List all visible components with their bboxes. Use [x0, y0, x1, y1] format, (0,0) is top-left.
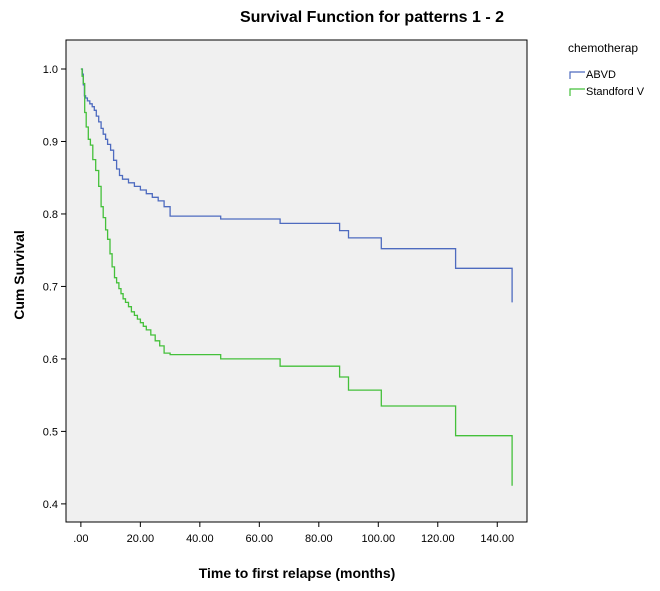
x-tick-label: 80.00 — [305, 533, 333, 545]
y-axis: 0.4 0.5 0.6 0.7 0.8 0.9 1.0 — [43, 64, 66, 511]
chart-title: Survival Function for patterns 1 - 2 — [240, 9, 504, 26]
legend-title: chemotherap — [568, 41, 638, 55]
series-layer — [80, 68, 513, 486]
legend-swatch — [569, 88, 585, 96]
y-axis-title: Cum Survival — [11, 230, 27, 319]
legend-label: ABVD — [586, 69, 616, 81]
x-tick-label: 40.00 — [186, 533, 214, 545]
x-tick-label: 100.00 — [361, 533, 395, 545]
legend-label: Standford V — [586, 86, 645, 98]
x-axis-title: Time to first relapse (months) — [199, 565, 396, 581]
y-tick-label: 0.5 — [43, 426, 58, 438]
x-tick-label: 20.00 — [127, 533, 155, 545]
survival-curve-1 — [80, 68, 513, 303]
x-tick-label: .00 — [73, 533, 88, 545]
x-tick-label: 60.00 — [246, 533, 274, 545]
survival-curve-2 — [80, 68, 513, 486]
x-axis: .00 20.00 40.00 60.00 80.00 100.00 120.00 140.0… — [73, 522, 514, 545]
y-tick-label: 1.0 — [43, 64, 58, 76]
x-tick-label: 120.00 — [421, 533, 455, 545]
legend: ABVD Standford V — [569, 69, 645, 98]
plot-area — [65, 39, 528, 523]
y-tick-label: 0.7 — [43, 281, 58, 293]
y-tick-label: 0.4 — [43, 499, 58, 511]
x-tick-label: 140.00 — [480, 533, 514, 545]
y-tick-label: 0.6 — [43, 354, 58, 366]
legend-swatch — [569, 71, 585, 79]
y-tick-label: 0.8 — [43, 209, 58, 221]
y-tick-label: 0.9 — [43, 136, 58, 148]
